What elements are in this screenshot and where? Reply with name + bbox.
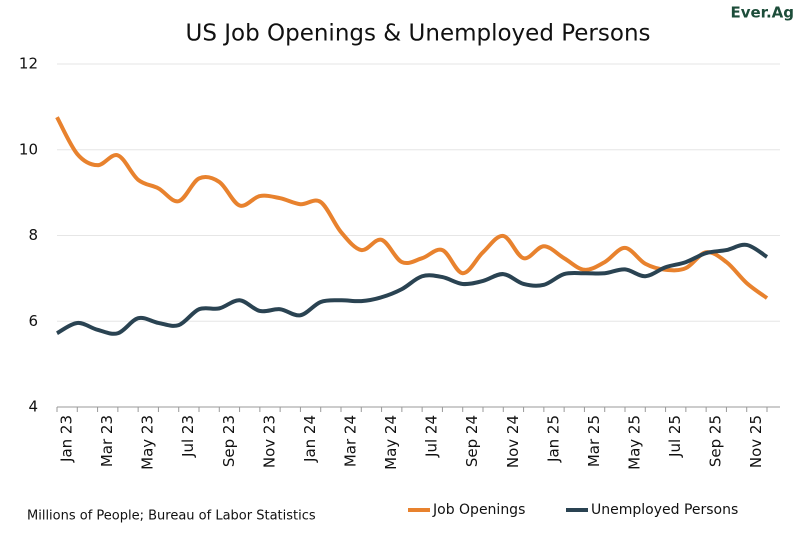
series-line [55, 116, 769, 300]
x-tick-label: Sep 25 [707, 415, 725, 467]
logo: Ever.Ag [730, 4, 794, 22]
series-line [56, 242, 769, 336]
x-tick-label: Nov 24 [504, 415, 522, 468]
y-tick-label: 10 [19, 140, 38, 158]
x-tick-label: Sep 23 [220, 415, 238, 467]
x-tick-label: Jan 23 [58, 415, 76, 463]
x-tick-label: May 24 [382, 415, 400, 470]
chart-title: US Job Openings & Unemployed Persons [185, 21, 650, 47]
x-tick-label: May 25 [626, 415, 644, 470]
x-tick-label: Jul 25 [666, 415, 684, 458]
source-note: Millions of People; Bureau of Labor Stat… [27, 509, 316, 524]
x-tick-label: Mar 25 [585, 415, 603, 467]
y-tick-label: 12 [19, 55, 38, 73]
y-tick-label: 4 [28, 398, 38, 416]
x-tick-label: Sep 24 [463, 415, 481, 467]
x-tick-label: Nov 23 [260, 415, 278, 468]
x-tick-label: Mar 23 [98, 415, 116, 467]
x-tick-label: Jan 25 [544, 415, 562, 463]
y-tick-label: 6 [28, 312, 38, 330]
legend-label: Unemployed Persons [591, 502, 738, 518]
legend-label: Job Openings [432, 502, 525, 518]
x-tick-label: May 23 [139, 415, 157, 470]
x-tick-label: Nov 25 [747, 415, 765, 468]
x-tick-label: Mar 24 [342, 415, 360, 467]
x-tick-label: Jan 24 [301, 415, 319, 463]
x-tick-label: Jul 24 [423, 415, 441, 458]
x-tick-label: Jul 23 [179, 415, 197, 458]
y-tick-label: 8 [28, 226, 38, 244]
